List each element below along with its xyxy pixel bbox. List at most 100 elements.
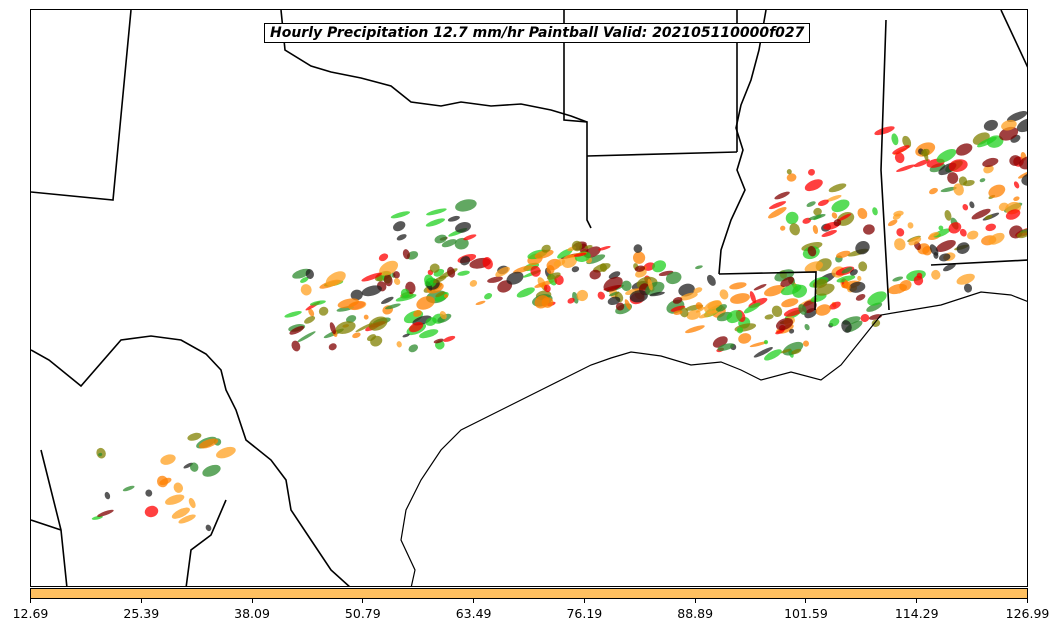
colorbar-tick-label: 88.89 xyxy=(677,606,714,621)
precip-blob xyxy=(457,270,470,276)
precip-blob xyxy=(546,265,555,275)
precip-blob xyxy=(495,266,510,277)
precip-blob xyxy=(1006,110,1027,123)
precip-blob xyxy=(804,261,823,273)
precip-blob xyxy=(679,292,698,301)
precip-blob xyxy=(866,302,883,312)
precip-blob xyxy=(145,489,153,497)
oklahoma-panhandle xyxy=(280,10,588,123)
precip-blob xyxy=(826,194,842,202)
precip-blob xyxy=(571,266,580,273)
precip-blob xyxy=(804,179,823,192)
precip-blob xyxy=(730,293,750,304)
precip-blob xyxy=(643,262,656,271)
precip-blob xyxy=(871,319,881,327)
precip-blob xyxy=(1017,170,1027,179)
precip-blob xyxy=(571,240,583,252)
precip-blob xyxy=(589,269,601,280)
precip-blob xyxy=(1013,196,1020,202)
precip-blob xyxy=(361,272,382,282)
precip-blob xyxy=(956,242,970,254)
precip-blob xyxy=(836,250,851,259)
precip-blob xyxy=(633,244,643,253)
precip-blob xyxy=(368,316,388,331)
precip-blob xyxy=(768,206,787,219)
precip-blob xyxy=(892,213,902,220)
precip-blob xyxy=(848,281,866,293)
precip-blob xyxy=(717,343,735,351)
precip-blob xyxy=(729,282,747,290)
precip-blob xyxy=(887,219,898,227)
precip-blob xyxy=(821,229,837,238)
precip-blob xyxy=(940,186,957,193)
precip-blob xyxy=(426,208,447,216)
precip-blob xyxy=(771,305,783,318)
colorbar-tick xyxy=(362,599,364,603)
precip-blob xyxy=(487,276,503,283)
precip-blob xyxy=(943,263,956,272)
miss-alabama xyxy=(880,19,890,311)
precip-blob xyxy=(304,316,316,324)
precip-blob xyxy=(959,228,967,237)
colorbar-tick xyxy=(140,599,142,603)
precip-blob xyxy=(988,232,1005,245)
precip-blob xyxy=(441,239,457,248)
colorbar-tick xyxy=(916,599,918,603)
colorbar-tick-label: 76.19 xyxy=(566,606,603,621)
precip-blob xyxy=(308,308,315,317)
precip-blob xyxy=(104,491,111,500)
precip-blob xyxy=(922,245,933,256)
colorbar-tick-label: 126.99 xyxy=(1005,606,1050,621)
precip-blob xyxy=(808,168,815,176)
precip-blob xyxy=(1009,155,1021,166)
precip-blob xyxy=(979,178,986,183)
precip-blob xyxy=(938,225,944,231)
precip-blob xyxy=(385,303,401,310)
precip-blob xyxy=(402,333,410,338)
precip-blob xyxy=(361,285,382,297)
precip-blob xyxy=(789,328,795,334)
mexico-border-3 xyxy=(185,499,227,586)
precip-blob xyxy=(719,289,729,300)
precip-blob xyxy=(406,251,419,260)
louisiana-north xyxy=(718,271,817,311)
precip-blob xyxy=(335,321,356,334)
colorbar-tick xyxy=(30,599,31,603)
precip-blob xyxy=(607,296,621,306)
precip-blob xyxy=(929,187,938,195)
precip-blob xyxy=(707,300,722,310)
precip-blob xyxy=(828,183,847,193)
precip-blob xyxy=(685,325,705,334)
precip-blob xyxy=(849,269,858,276)
precip-blob xyxy=(947,172,959,184)
precip-blob xyxy=(929,231,940,238)
colorbar xyxy=(30,588,1028,599)
precip-blob xyxy=(625,288,639,296)
precip-blob xyxy=(318,306,329,316)
precip-blob xyxy=(798,304,807,315)
precip-blob xyxy=(971,208,991,220)
colorbar-tick-label: 25.39 xyxy=(123,606,160,621)
precip-blob xyxy=(187,432,202,441)
precip-blob xyxy=(936,148,957,163)
precip-blob xyxy=(933,228,951,238)
precip-blob xyxy=(749,291,756,304)
colorbar-tick-label: 114.29 xyxy=(894,606,939,621)
precip-blob xyxy=(813,207,822,216)
precip-blob xyxy=(743,302,761,314)
precip-blob xyxy=(419,329,439,339)
precip-blob xyxy=(629,290,648,303)
precip-blob xyxy=(366,334,377,342)
precip-blob xyxy=(1001,119,1017,131)
precip-blob xyxy=(97,509,114,517)
precip-blob xyxy=(381,296,394,305)
precip-blob xyxy=(390,211,411,219)
texas-oklahoma-east xyxy=(563,10,592,229)
precip-blob xyxy=(289,325,305,335)
precip-blob xyxy=(413,309,422,317)
precip-blob xyxy=(736,327,744,334)
precip-blob xyxy=(858,261,868,272)
precip-blob xyxy=(1016,231,1027,239)
precip-blob xyxy=(329,322,337,335)
precip-blob xyxy=(921,148,930,157)
